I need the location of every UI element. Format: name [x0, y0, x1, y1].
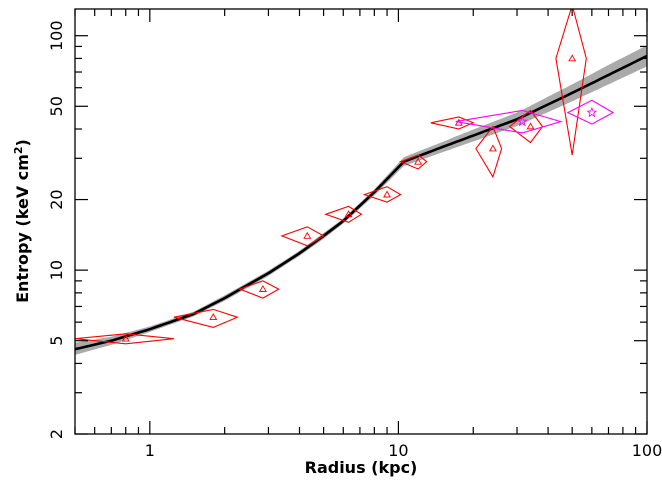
- triangle-marker-s0-p1: [209, 313, 218, 321]
- y-axis-title-superscript: 2: [12, 146, 25, 154]
- model-confidence-band: [75, 45, 647, 355]
- triangle-marker-s0-p4: [344, 210, 353, 218]
- error-diamond-s0-p3: [280, 226, 325, 247]
- tick-labels: 1 10 100 2 5 10 20 50 100: [47, 20, 662, 460]
- error-diamond-s0-p7: [430, 116, 475, 130]
- error-diamond-s0-p1: [173, 308, 239, 328]
- star-marker-s1-p1: [586, 106, 598, 118]
- x-tick-label-10: 10: [388, 441, 408, 460]
- error-diamond-s0-p6: [399, 154, 428, 170]
- y-axis-title-main: Entropy (keV cm: [13, 154, 32, 303]
- axis-ticks: [74, 9, 648, 435]
- triangle-marker-s0-p0: [121, 334, 130, 342]
- y-tick-label-100: 100: [47, 20, 66, 51]
- y-tick-label-10: 10: [47, 260, 66, 280]
- model-curve: [75, 54, 647, 351]
- star-marker-s1-p0: [516, 115, 528, 127]
- triangle-marker-s0-p9: [526, 122, 535, 130]
- y-tick-label-50: 50: [47, 96, 66, 116]
- confidence-band-shape: [75, 45, 647, 355]
- y-axis-title: Entropy (keV cm2): [12, 139, 32, 303]
- error-diamond-s0-p8: [475, 125, 503, 179]
- error-diamond-s1-p0: [455, 109, 563, 134]
- triangle-marker-s0-p10: [568, 54, 577, 62]
- x-tick-label-100: 100: [632, 441, 662, 460]
- error-diamond-s0-p10: [555, 9, 587, 156]
- model-curve-line: [75, 54, 647, 351]
- y-tick-label-20: 20: [47, 189, 66, 209]
- x-axis-title: Radius (kpc): [305, 458, 418, 477]
- error-diamond-s0-p5: [362, 186, 402, 203]
- data-points: [75, 9, 615, 345]
- error-diamond-s1-p1: [566, 99, 615, 125]
- triangle-marker-s0-p2: [258, 285, 267, 292]
- plot-frame: [74, 8, 648, 435]
- y-axis-title-close: ): [13, 139, 32, 146]
- x-tick-label-1: 1: [145, 441, 155, 460]
- y-tick-label-5: 5: [47, 336, 66, 346]
- error-diamond-s0-p2: [238, 280, 280, 299]
- triangle-marker-s0-p6: [414, 157, 423, 165]
- error-diamond-s0-p0: [75, 333, 174, 345]
- error-diamond-s0-p4: [324, 205, 363, 223]
- triangle-marker-s0-p8: [488, 144, 497, 152]
- triangle-marker-s0-p5: [383, 190, 392, 198]
- y-tick-label-2: 2: [47, 429, 66, 439]
- triangle-marker-s0-p3: [303, 231, 312, 239]
